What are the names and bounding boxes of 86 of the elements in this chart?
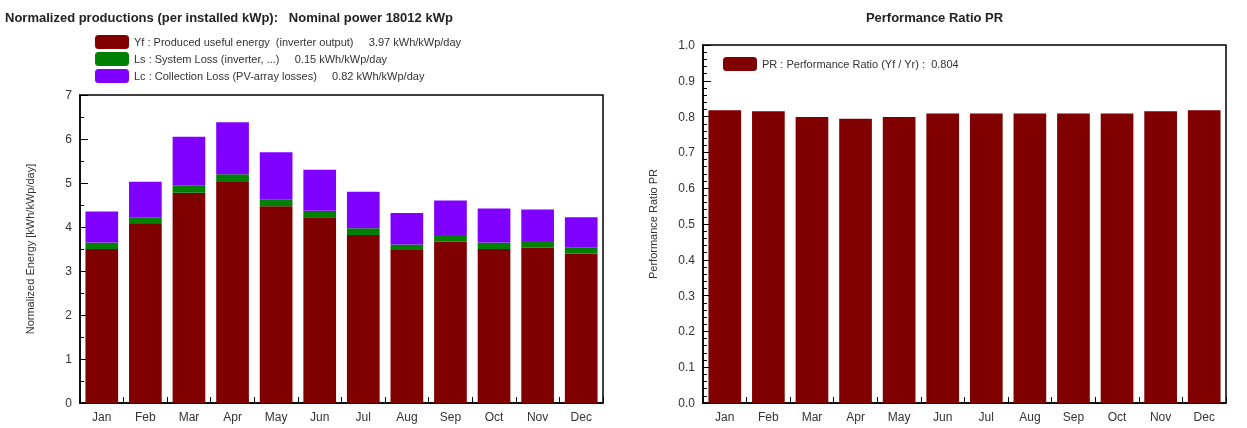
- y-tick-label: 2: [65, 308, 73, 322]
- bar: [346, 234, 380, 403]
- y-tick-label: 5: [65, 176, 73, 190]
- x-tick-label: Sep: [439, 410, 462, 424]
- x-tick-label: Oct: [1107, 410, 1128, 424]
- y-tick-label: 6: [65, 132, 73, 146]
- bar: [521, 247, 554, 403]
- bar: [346, 191, 380, 229]
- x-tick-label: Apr: [223, 410, 242, 424]
- y-tick-label: 0.9: [678, 73, 696, 88]
- bar: [390, 249, 424, 403]
- bar: [521, 241, 554, 248]
- bar: [129, 217, 162, 224]
- bar: [216, 122, 249, 175]
- bar: [346, 228, 380, 235]
- bar: [564, 247, 598, 254]
- y-tick-label: 0.3: [678, 288, 696, 303]
- bar: [129, 223, 162, 403]
- y-tick-label: 4: [65, 220, 73, 234]
- legend-label: Lc : Collection Loss (PV-array losses) 0.82 kWh/kWp/day: [134, 70, 425, 82]
- bar: [434, 241, 467, 403]
- y-tick-label: 7: [65, 88, 73, 102]
- x-tick-label: Jul: [978, 410, 994, 424]
- bar: [564, 253, 598, 403]
- x-tick-label: May: [264, 410, 288, 424]
- x-tick-label: May: [887, 410, 911, 424]
- bar: [434, 234, 467, 242]
- x-tick-label: Dec: [1193, 410, 1215, 424]
- bar: [259, 152, 293, 200]
- bar: [390, 244, 424, 250]
- y-tick-label: 0.7: [678, 145, 696, 160]
- bar: [434, 200, 467, 235]
- bar: [129, 181, 162, 218]
- legend-label: Ls : System Loss (inverter, ...) 0.15 kWh/kWp/day: [134, 53, 388, 65]
- y-tick-label: 1: [65, 352, 73, 366]
- x-tick-label: Jul: [355, 410, 371, 424]
- x-tick-label: Aug: [396, 410, 418, 424]
- bar: [85, 242, 119, 249]
- chart-title: Performance Ratio PR: [865, 10, 1004, 25]
- y-tick-label: 0.2: [678, 324, 696, 339]
- bar: [477, 242, 511, 249]
- x-tick-label: Nov: [1149, 410, 1172, 424]
- y-axis-title: Performance Ratio PR: [646, 168, 659, 280]
- bar: [521, 209, 554, 242]
- y-axis-title: Normalized Energy [kWh/kWp/day]: [23, 163, 36, 335]
- x-tick-label: Aug: [1019, 410, 1041, 424]
- bar: [564, 217, 598, 248]
- x-tick-label: Jan: [92, 410, 112, 424]
- bar: [172, 136, 206, 186]
- x-tick-label: Jun: [310, 410, 330, 424]
- x-tick-label: Mar: [801, 410, 823, 424]
- x-tick-label: Nov: [526, 410, 549, 424]
- x-tick-label: Feb: [758, 410, 780, 424]
- bar: [216, 182, 249, 403]
- x-tick-label: Jun: [933, 410, 953, 424]
- bar: [303, 217, 337, 403]
- bar: [477, 208, 511, 243]
- bar: [477, 249, 511, 403]
- y-tick-label: 1.0: [678, 38, 696, 52]
- y-tick-label: 0.4: [678, 252, 696, 267]
- legend-label: PR : Performance Ratio (Yf / Yr) : 0.804: [762, 58, 959, 70]
- bar: [303, 210, 337, 218]
- x-tick-label: Apr: [846, 410, 865, 424]
- y-tick-label: 0.8: [678, 109, 696, 124]
- bar: [390, 212, 424, 245]
- bar: [216, 174, 249, 183]
- bar: [85, 249, 119, 403]
- bar: [85, 211, 119, 243]
- x-tick-label: Dec: [570, 410, 592, 424]
- bar: [303, 169, 337, 211]
- chart-title: Normalized productions (per installed kWp): Nominal power 18012 kWp: [5, 10, 453, 25]
- legend-label: Yf : Produced useful energy (inverter output) 3.97 kWh/kWp/day: [134, 36, 462, 48]
- y-tick-label: 0: [65, 396, 73, 410]
- y-tick-label: 0.0: [678, 396, 696, 410]
- y-tick-label: 0.6: [678, 181, 696, 196]
- y-tick-label: 3: [65, 264, 73, 278]
- x-tick-label: Mar: [178, 410, 200, 424]
- x-tick-label: Feb: [135, 410, 157, 424]
- x-tick-label: Oct: [484, 410, 505, 424]
- bar: [172, 185, 206, 193]
- bar: [172, 192, 206, 403]
- x-tick-label: Jan: [715, 410, 735, 424]
- x-tick-label: Sep: [1062, 410, 1085, 424]
- y-tick-label: 0.5: [678, 217, 696, 231]
- bar: [259, 206, 293, 403]
- y-tick-label: 0.1: [678, 360, 696, 375]
